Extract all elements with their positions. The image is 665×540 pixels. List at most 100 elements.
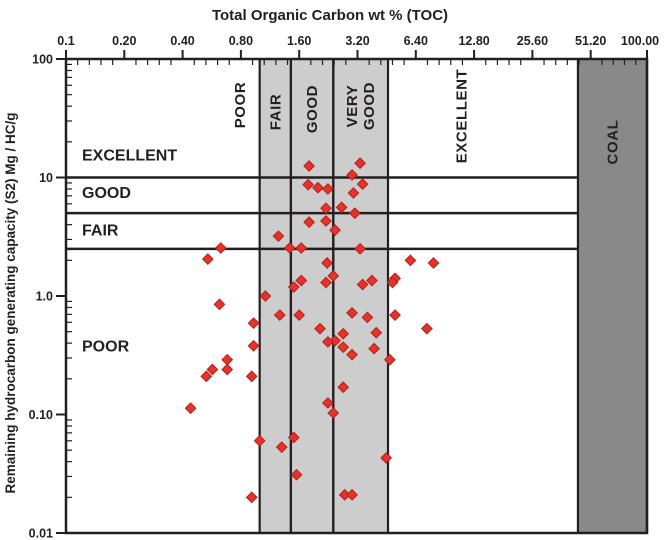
data-point xyxy=(295,274,308,287)
toc-band-good xyxy=(290,59,334,533)
toc-band-coal xyxy=(577,59,647,533)
toc-band-label-good: GOOD xyxy=(304,85,321,133)
data-point xyxy=(287,431,300,444)
toc-band-very-good xyxy=(333,59,389,533)
data-point xyxy=(214,242,227,254)
toc-band-label-poor: POOR xyxy=(232,82,249,129)
data-point xyxy=(337,341,350,354)
data-point xyxy=(295,242,308,254)
x-tick-label: 51.20 xyxy=(575,34,606,48)
data-point xyxy=(356,178,369,190)
data-point xyxy=(303,160,316,172)
data-point xyxy=(427,257,440,269)
data-point xyxy=(346,169,358,181)
data-point xyxy=(320,202,332,215)
data-point xyxy=(347,187,360,199)
data-point xyxy=(247,317,260,330)
data-point xyxy=(184,402,197,415)
data-point xyxy=(314,322,326,335)
data-point xyxy=(368,342,381,355)
data-point xyxy=(327,269,340,282)
data-point xyxy=(206,363,219,376)
x-tick-label: 0.1 xyxy=(57,34,74,48)
data-point xyxy=(380,452,393,464)
x-tick-label: 3.20 xyxy=(345,34,369,48)
x-tick-label: 1.60 xyxy=(287,34,311,48)
x-tick-label: 100.00 xyxy=(621,34,659,48)
s2-zone-label-poor: POOR xyxy=(82,338,130,355)
data-point xyxy=(245,370,258,383)
data-point xyxy=(245,491,258,504)
x-tick-label: 0.80 xyxy=(229,34,253,48)
y-tick-label: 100 xyxy=(32,52,53,66)
data-point xyxy=(321,335,334,348)
data-point xyxy=(420,322,433,335)
toc-band-label-excellent: EXCELLENT xyxy=(454,69,471,164)
data-point xyxy=(348,207,361,220)
data-point xyxy=(213,298,226,311)
data-point xyxy=(283,242,296,254)
data-point xyxy=(370,326,383,339)
data-point xyxy=(320,276,332,289)
data-point xyxy=(275,441,288,454)
data-point xyxy=(389,309,401,322)
x-tick-label: 12.80 xyxy=(458,34,489,48)
y-tick-label: 0.10 xyxy=(29,408,53,422)
x-tick-label: 25.60 xyxy=(517,34,548,48)
y-axis-title: Remaining hydrocarbon generating capacit… xyxy=(3,112,18,493)
toc-band-label-coal: COAL xyxy=(604,120,621,165)
data-point xyxy=(221,353,234,366)
x-tick-label: 0.40 xyxy=(170,34,194,48)
data-point xyxy=(404,254,417,267)
x-tick-label: 6.40 xyxy=(404,34,428,48)
data-point xyxy=(354,242,366,255)
data-point xyxy=(386,276,399,289)
data-point xyxy=(302,178,315,191)
data-point xyxy=(354,157,366,170)
data-point xyxy=(361,311,374,324)
data-point xyxy=(259,290,272,302)
data-point xyxy=(337,381,350,394)
s2-zone-label-fair: FAIR xyxy=(82,223,119,240)
data-point xyxy=(312,181,324,194)
data-point xyxy=(253,434,266,447)
data-point xyxy=(346,306,358,319)
data-point xyxy=(321,183,334,195)
data-point xyxy=(329,334,341,347)
data-point xyxy=(247,339,260,352)
data-point xyxy=(287,281,300,293)
x-axis-title: Total Organic Carbon wt % (TOC) xyxy=(212,7,448,24)
toc-band-label-very-good: VERY xyxy=(344,85,361,128)
y-tick-label: 1.0 xyxy=(36,289,53,303)
data-point xyxy=(356,278,369,291)
data-point xyxy=(335,201,348,214)
data-point xyxy=(293,309,306,322)
s2-zone-label-good: GOOD xyxy=(82,185,131,202)
data-point xyxy=(290,468,303,481)
s2-zone-label-excellent: EXCELLENT xyxy=(82,148,177,165)
y-tick-label: 0.01 xyxy=(29,526,53,540)
data-point xyxy=(272,230,285,243)
data-point xyxy=(273,309,286,322)
y-tick-label: 10 xyxy=(39,171,53,185)
data-point xyxy=(366,274,378,287)
data-point xyxy=(346,348,358,361)
data-point xyxy=(221,363,234,376)
data-point xyxy=(321,257,334,269)
data-point xyxy=(320,215,332,227)
data-point xyxy=(337,327,350,340)
chart-layer: 0.1 0.20 0.40 0.80 1.60 3.20 6.40 12.80 25.60 51.… xyxy=(29,34,660,540)
toc-band-label-very-good: GOOD xyxy=(361,82,378,130)
data-point xyxy=(201,253,214,265)
data-point xyxy=(383,353,396,366)
data-point xyxy=(327,407,340,419)
data-point xyxy=(329,224,341,236)
data-point xyxy=(200,370,213,383)
data-point xyxy=(321,397,334,409)
x-tick-label: 0.20 xyxy=(112,34,136,48)
toc-band-label-fair: FAIR xyxy=(267,94,284,131)
data-point xyxy=(303,216,316,229)
data-point xyxy=(346,488,358,501)
